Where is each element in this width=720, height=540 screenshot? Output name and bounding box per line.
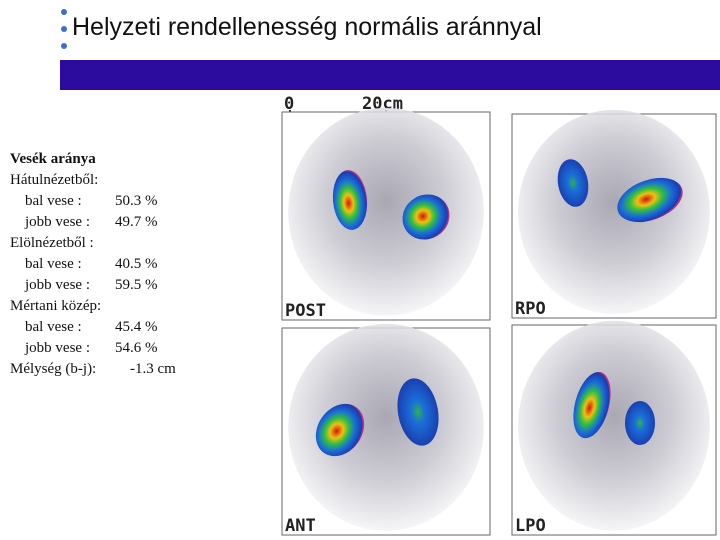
body-activity [518, 320, 710, 531]
row-value: 40.5 % [115, 256, 158, 272]
row-value: 45.4 % [115, 319, 158, 335]
report-heading: Vesék aránya [10, 151, 96, 167]
kidney [315, 403, 365, 457]
kidney [557, 159, 589, 207]
title-bar [60, 60, 720, 90]
kidney [397, 378, 439, 446]
kidney [617, 177, 683, 223]
row-value: -1.3 cm [130, 361, 176, 377]
row-value: 54.6 % [115, 340, 158, 356]
report-rows: Hátulnézetből: bal vese : 50.3 % jobb vese … [10, 172, 176, 377]
view-label: RPO [515, 299, 546, 319]
bullet [61, 43, 67, 49]
scale-start: 0 [284, 94, 294, 114]
row-label: Mértani közép: [10, 298, 101, 314]
kidney [332, 170, 368, 230]
bullet [61, 26, 67, 32]
kidney [573, 371, 611, 439]
row-label: jobb vese : [24, 340, 90, 356]
row-label: bal vese : [25, 319, 82, 335]
body-activity [288, 323, 484, 531]
view-label: ANT [285, 516, 316, 536]
row-label: Hátulnézetből: [10, 172, 98, 188]
bullet [61, 9, 67, 15]
corner [0, 0, 60, 90]
view-label: POST [285, 301, 326, 321]
row-label: jobb vese : [24, 214, 90, 230]
body-activity [518, 109, 710, 314]
row-label: Mélység (b-j): [10, 361, 96, 377]
view-label: LPO [515, 516, 546, 536]
row-value: 59.5 % [115, 277, 158, 293]
row-value: 50.3 % [115, 193, 158, 209]
row-label: jobb vese : [24, 277, 90, 293]
row-label: Elölnézetből : [10, 235, 94, 251]
row-value: 49.7 % [115, 214, 158, 230]
row-label: bal vese : [25, 256, 82, 272]
body-activity [288, 107, 484, 316]
kidney [625, 401, 655, 445]
kidney [402, 194, 450, 240]
slide-title: Helyzeti rendellenesség normális aránnya… [72, 13, 542, 41]
row-label: bal vese : [25, 193, 82, 209]
